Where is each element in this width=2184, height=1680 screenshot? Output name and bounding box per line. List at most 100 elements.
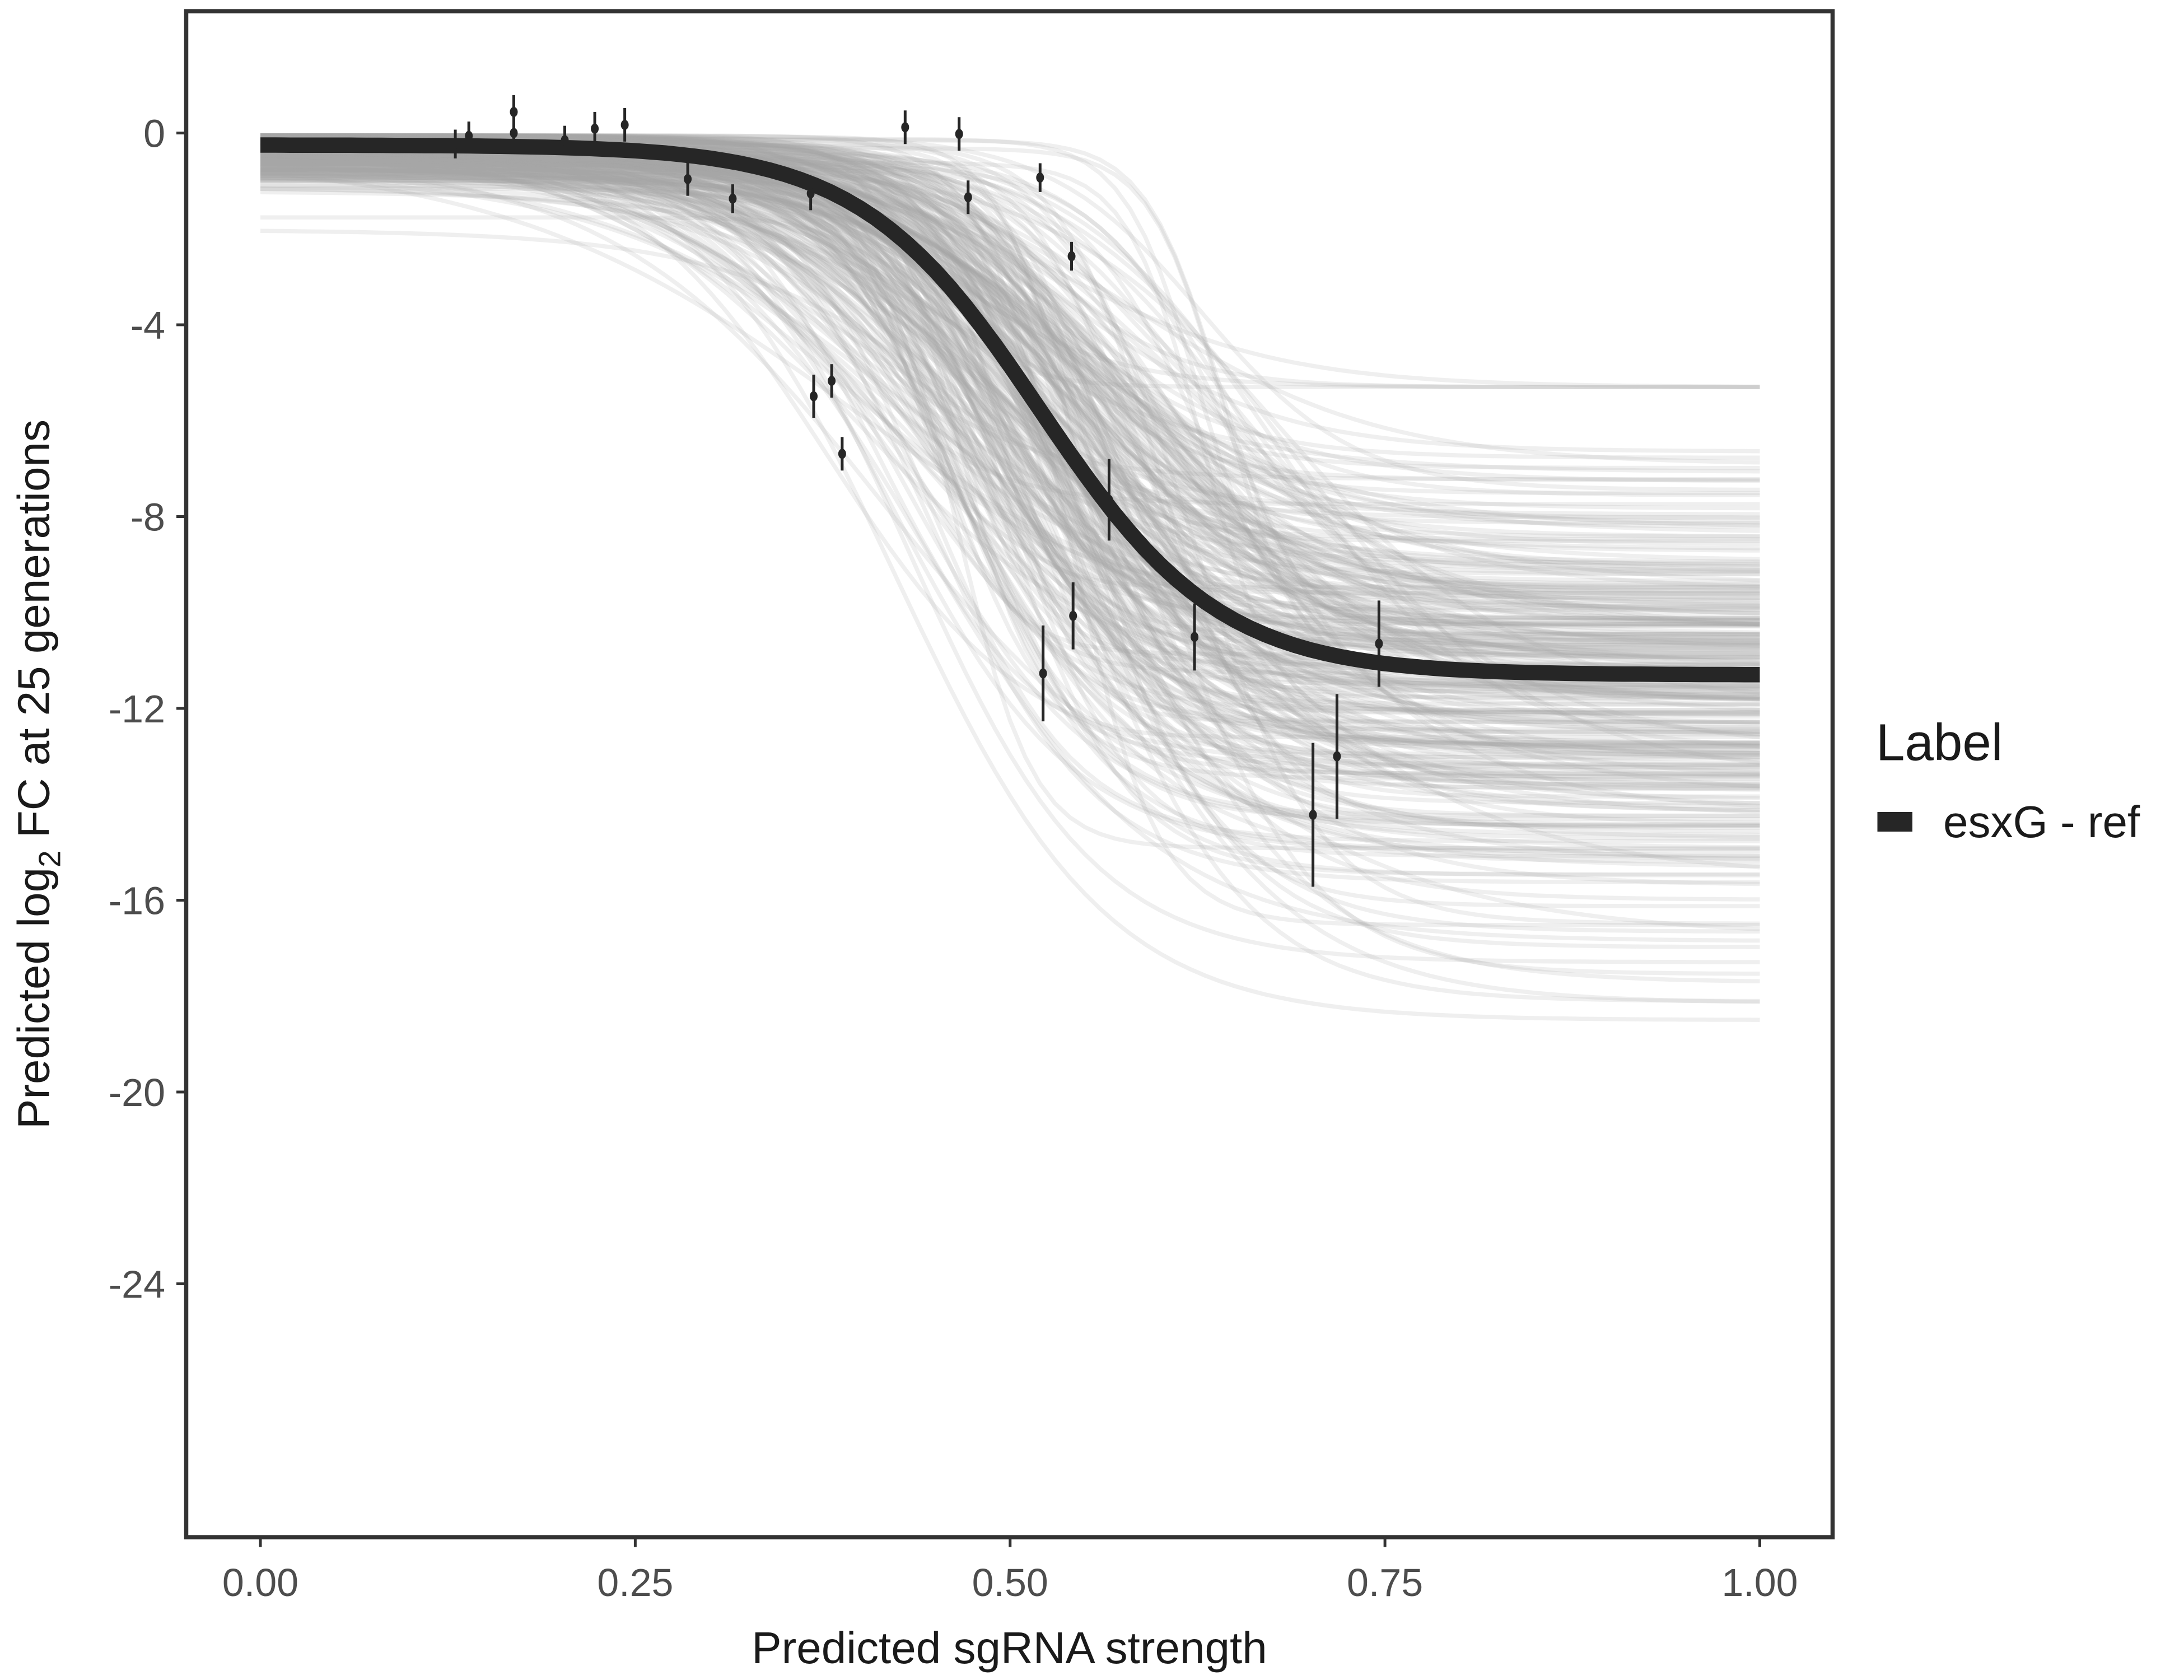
data-point (806, 188, 815, 199)
posterior-draw-line (260, 169, 1760, 562)
posterior-draw-line (260, 158, 1760, 605)
data-point (1067, 251, 1076, 262)
posterior-draw-line (260, 155, 1760, 690)
posterior-draw-line (260, 151, 1760, 716)
posterior-draw-line (260, 150, 1760, 886)
posterior-draw-line (260, 155, 1760, 862)
posterior-draw-line (260, 133, 1760, 825)
posterior-draw-line (260, 160, 1760, 616)
posterior-draw-line (260, 157, 1760, 596)
posterior-draw-line (260, 133, 1760, 642)
posterior-draw-line (260, 162, 1760, 768)
x-tick-label: 0.00 (222, 1561, 298, 1604)
posterior-draw-line (260, 150, 1760, 573)
posterior-draw-line (260, 160, 1760, 726)
posterior-draw-line (260, 155, 1760, 757)
data-point (684, 174, 692, 184)
data-point (1375, 638, 1383, 649)
posterior-draw-line (260, 157, 1760, 542)
posterior-draw-line (260, 154, 1760, 576)
data-point (510, 128, 518, 138)
posterior-draw-line (260, 155, 1760, 745)
posterior-draw-line (260, 170, 1760, 593)
posterior-draw-line (260, 133, 1760, 745)
posterior-draw-line (260, 133, 1760, 715)
posterior-draw-line (260, 161, 1760, 695)
posterior-draw-line (260, 177, 1760, 520)
y-tick-label: -20 (109, 1071, 165, 1114)
posterior-draw-line (260, 144, 1760, 767)
posterior-draw-line (260, 171, 1760, 739)
fit-curve-group (260, 137, 1760, 683)
posterior-draw-line (260, 136, 1760, 1022)
x-tick-label: 0.75 (1347, 1561, 1423, 1604)
posterior-draw-line (260, 152, 1760, 529)
posterior-draw-line (260, 162, 1760, 850)
y-tick-label: -16 (109, 879, 165, 923)
x-axis-title: Predicted sgRNA strength (752, 1623, 1267, 1673)
posterior-draw-line (260, 179, 1760, 737)
posterior-draw-line (260, 175, 1760, 931)
posterior-draw-line (260, 169, 1760, 671)
posterior-draw-line (260, 155, 1760, 652)
posterior-draw-line (260, 133, 1760, 588)
posterior-draw-line (260, 153, 1760, 843)
posterior-draw-line (260, 163, 1760, 717)
posterior-draw-line (260, 154, 1760, 828)
posterior-draw-line (260, 160, 1760, 976)
posterior-draw-line (260, 166, 1760, 620)
posterior-draw-line (260, 164, 1760, 692)
posterior-draw-line (260, 179, 1760, 806)
posterior-draw-line (260, 133, 1760, 908)
y-axis: 0 -4 -8 -12 -16 -20 -24 (109, 112, 186, 1306)
posterior-draw-line (260, 170, 1760, 787)
posterior-draw-line (260, 174, 1760, 511)
posterior-draw-line (260, 166, 1760, 813)
posterior-draw-line (260, 157, 1760, 601)
posterior-draw-line (260, 159, 1760, 839)
posterior-draw-line (260, 150, 1760, 814)
posterior-draw-line (260, 155, 1760, 766)
posterior-draw-line (260, 166, 1760, 666)
posterior-draw-line (260, 186, 1760, 623)
posterior-draw-line (260, 151, 1760, 672)
posterior-draw-line (260, 172, 1760, 593)
posterior-draw-line (260, 170, 1760, 621)
posterior-draw-line (260, 168, 1760, 702)
posterior-draw-line (260, 153, 1760, 546)
posterior-draw-line (260, 141, 1760, 624)
posterior-draw-line (260, 161, 1760, 755)
y-tick-label: -12 (109, 687, 165, 731)
posterior-draw-line (260, 166, 1760, 597)
y-tick-label: -24 (109, 1263, 165, 1306)
posterior-draw-line (260, 157, 1760, 626)
data-point (955, 129, 963, 139)
posterior-draw-line (260, 154, 1760, 707)
posterior-draw-line (260, 134, 1760, 765)
posterior-draw-line (260, 162, 1760, 665)
posterior-draw-line (260, 153, 1760, 715)
posterior-draw-line (260, 186, 1760, 651)
posterior-draw-line (260, 178, 1760, 774)
posterior-draw-line (260, 163, 1760, 787)
posterior-draw-line (260, 134, 1760, 756)
posterior-draw-line (260, 155, 1760, 550)
posterior-draw-line (260, 152, 1760, 525)
posterior-draw-line (260, 178, 1760, 586)
posterior-draw-line (260, 148, 1760, 664)
posterior-draw-line (260, 158, 1760, 637)
posterior-draw-line (260, 150, 1760, 688)
posterior-draw-line (260, 153, 1760, 683)
data-point (964, 192, 972, 203)
posterior-draw-line (260, 133, 1760, 520)
posterior-draw-line (260, 157, 1760, 569)
posterior-draw-line (260, 154, 1760, 612)
posterior-draw-line (260, 157, 1760, 943)
posterior-draw-line (260, 174, 1760, 724)
posterior-draw-line (260, 167, 1760, 572)
posterior-draw-line (260, 170, 1760, 666)
posterior-draw-line (260, 158, 1760, 830)
posterior-draw-line (260, 133, 1760, 771)
posterior-draw-line (260, 160, 1760, 454)
